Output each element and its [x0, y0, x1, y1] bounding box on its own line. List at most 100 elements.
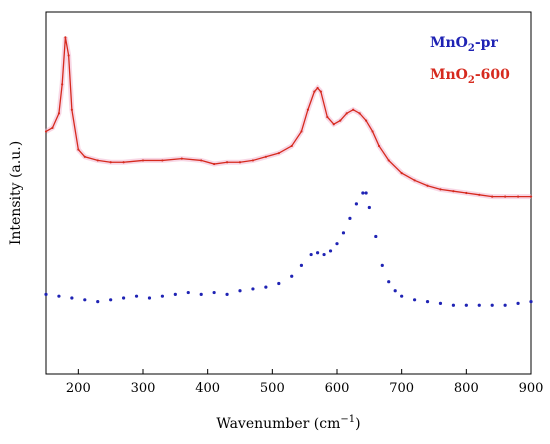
data-point [477, 303, 481, 307]
x-tick-label: 800 [454, 381, 479, 396]
series-halo [44, 36, 531, 200]
data-point [61, 83, 64, 86]
data-point [400, 294, 404, 298]
data-point [451, 303, 455, 307]
data-point [380, 263, 384, 267]
data-point [134, 294, 139, 298]
data-point [122, 161, 125, 164]
data-point [387, 159, 390, 162]
data-point [371, 130, 374, 133]
x-axis-ticks: 200 300 400 500 600 700 800 900 [66, 369, 543, 396]
data-point [413, 179, 416, 182]
data-point [478, 193, 481, 196]
data-point [213, 162, 216, 166]
data-point [374, 234, 378, 239]
data-point [377, 144, 381, 148]
x-tick-label: 700 [389, 381, 414, 396]
data-point [109, 161, 112, 164]
data-point [400, 171, 403, 175]
data-point [439, 188, 442, 191]
data-point [57, 112, 61, 115]
data-point [490, 303, 494, 307]
x-tick-label: 200 [66, 381, 91, 396]
data-point [161, 159, 164, 162]
x-tick-label: 300 [131, 381, 156, 396]
data-point [300, 130, 303, 133]
data-point [70, 108, 73, 111]
legend-entry: MnO2-pr [430, 35, 498, 54]
data-point [290, 274, 294, 278]
data-point [77, 148, 80, 151]
x-tick-label: 400 [195, 381, 220, 396]
data-point [264, 285, 268, 289]
data-point [141, 159, 145, 162]
data-point [160, 294, 164, 298]
data-point [264, 155, 267, 158]
data-point [67, 54, 70, 57]
data-point [316, 86, 319, 90]
data-point [212, 290, 216, 295]
data-point [238, 161, 242, 164]
data-point [277, 152, 280, 155]
data-point [503, 303, 507, 307]
data-point [354, 202, 358, 206]
data-point [57, 294, 61, 298]
data-point [251, 159, 255, 162]
data-point [83, 155, 86, 158]
data-point [491, 195, 494, 198]
data-point [96, 300, 100, 304]
data-point [44, 292, 48, 296]
data-point [516, 195, 520, 198]
data-point [290, 144, 293, 148]
data-point [335, 242, 339, 246]
data-point [529, 300, 533, 304]
data-point [83, 298, 87, 302]
data-point [387, 280, 391, 284]
data-point [328, 249, 333, 253]
data-point [438, 301, 443, 306]
data-point [225, 292, 229, 296]
data-point [322, 252, 326, 257]
data-point [299, 263, 304, 267]
data-point [425, 300, 430, 304]
data-point [393, 289, 397, 293]
data-point [348, 216, 352, 220]
data-point [313, 90, 316, 93]
data-point [147, 296, 152, 300]
data-point [199, 292, 203, 296]
data-point [251, 287, 255, 291]
data-point [319, 90, 322, 93]
data-point [361, 191, 365, 195]
data-point [277, 281, 281, 286]
data-point [109, 298, 113, 302]
data-point [70, 296, 74, 300]
y-axis-label: Intensity (a.u.) [8, 141, 24, 245]
data-point [426, 184, 429, 187]
data-point [64, 36, 67, 39]
series-layer [44, 36, 533, 307]
data-point [309, 252, 313, 257]
data-point [332, 123, 335, 126]
data-point [306, 108, 309, 111]
data-point [358, 112, 361, 115]
data-point [345, 112, 348, 115]
data-point [341, 231, 346, 235]
plot-area-frame [45, 11, 532, 375]
data-point [180, 157, 183, 160]
data-point [51, 126, 54, 129]
x-tick-label: 600 [325, 381, 350, 396]
series-line [45, 37, 531, 198]
data-point [339, 119, 342, 122]
data-point [452, 190, 455, 193]
data-point [367, 205, 371, 210]
data-point [316, 251, 320, 255]
legend: MnO2-pr MnO2-600 [430, 35, 510, 86]
x-tick-label: 900 [519, 381, 544, 396]
data-point [326, 115, 329, 119]
data-point [96, 159, 99, 162]
data-point [465, 191, 468, 195]
data-point [464, 303, 468, 307]
data-point [364, 191, 368, 195]
data-point [200, 159, 203, 162]
data-point [413, 298, 417, 302]
